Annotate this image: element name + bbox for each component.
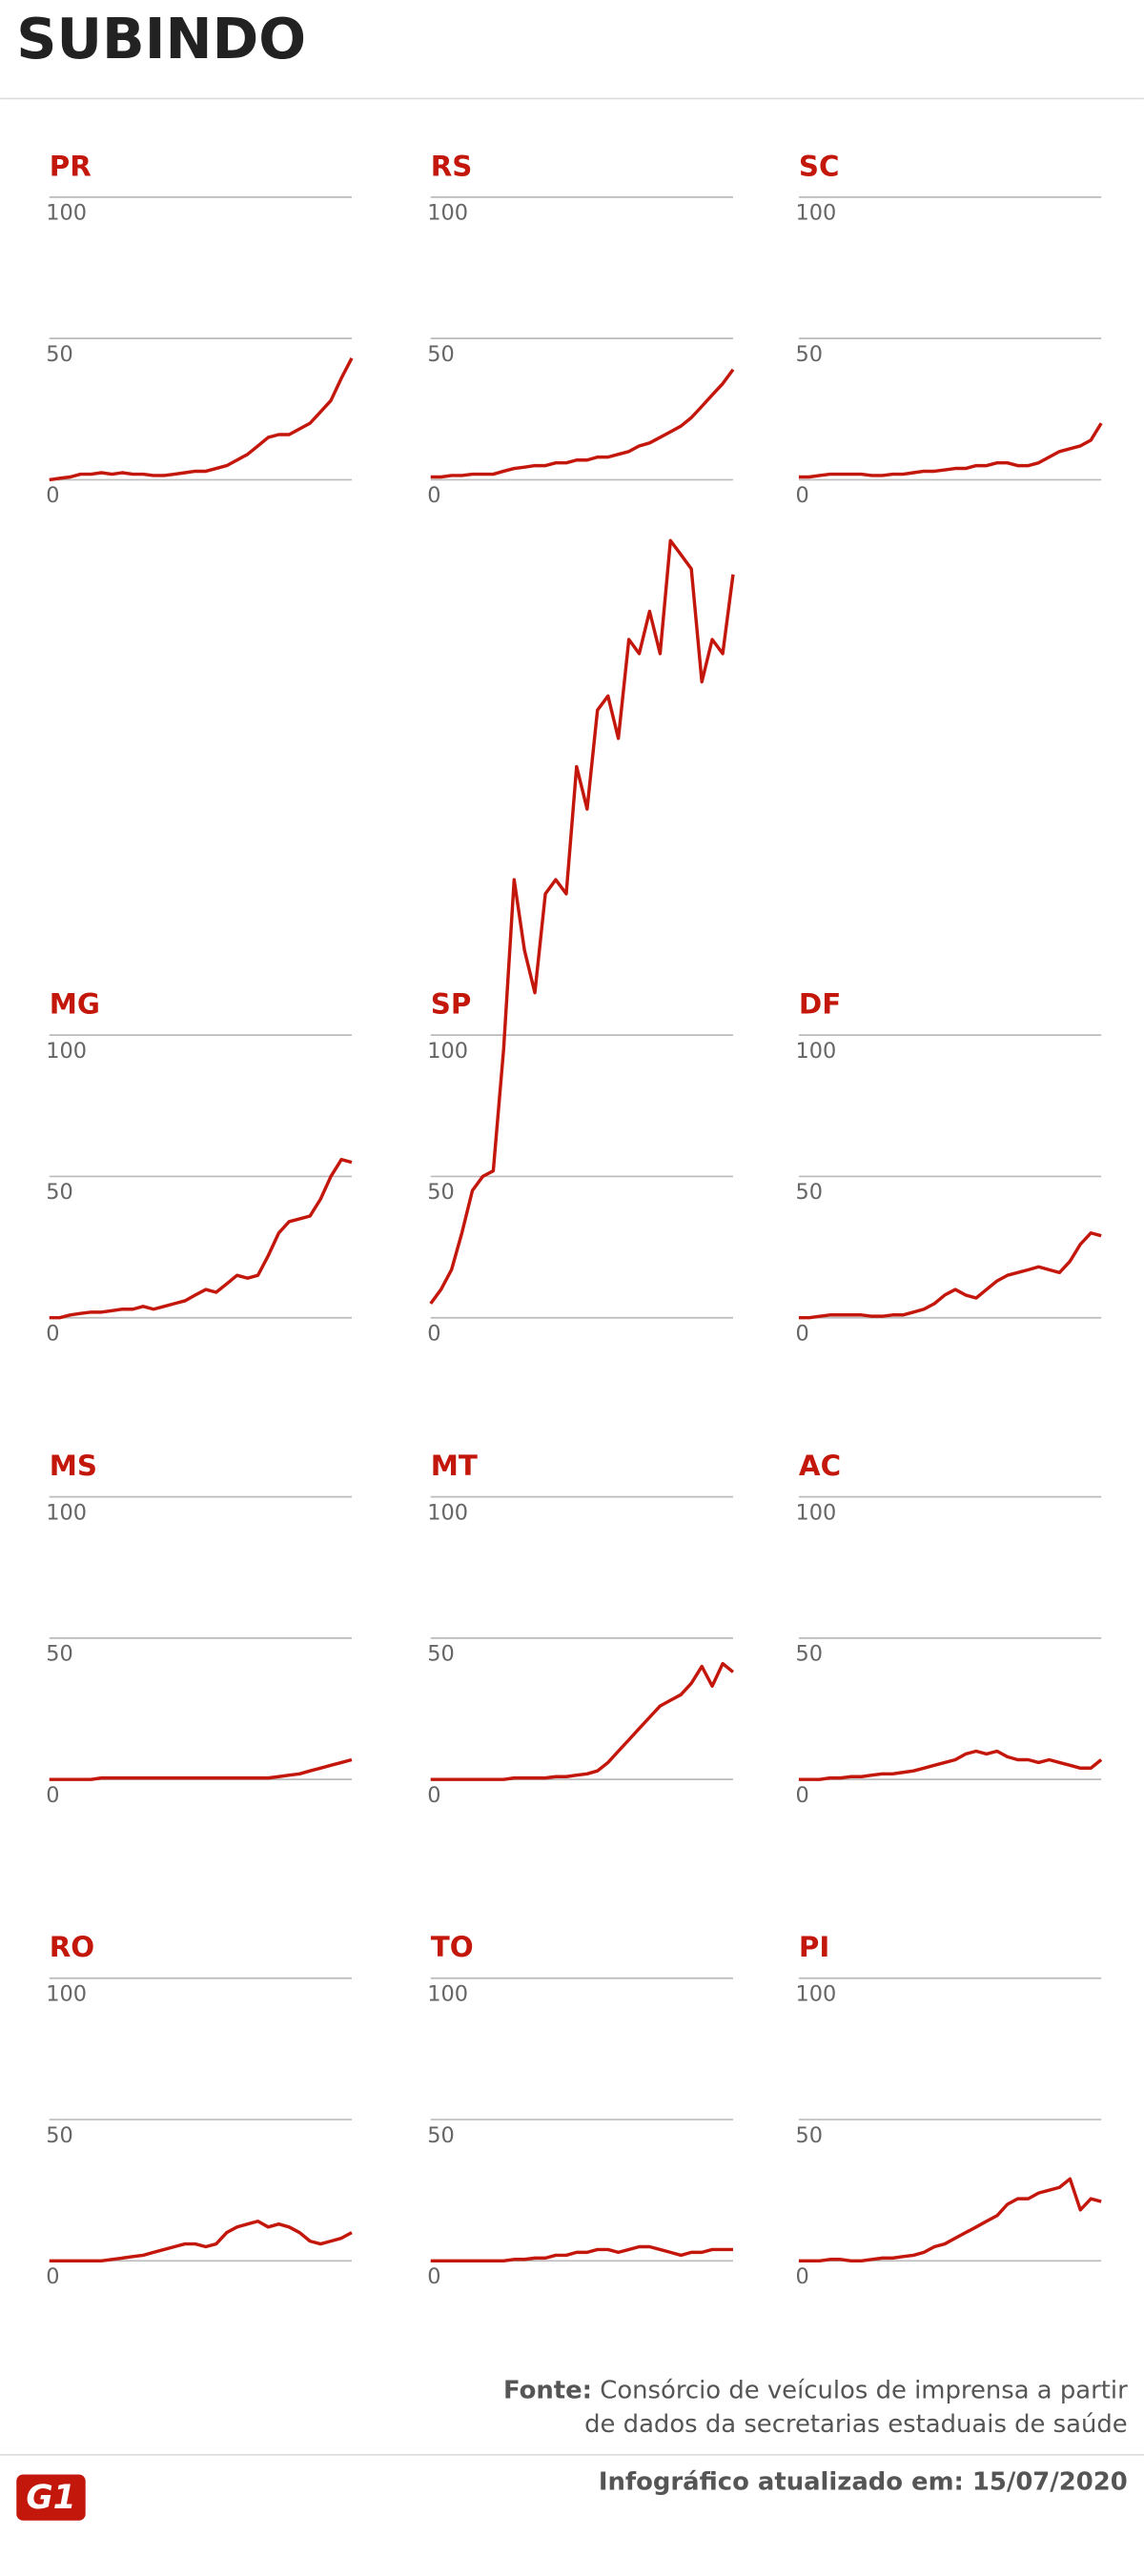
y-tick-label: 0	[46, 483, 59, 508]
y-tick-label: 0	[46, 1783, 59, 1808]
y-tick-label: 100	[427, 1500, 468, 1525]
y-tick-label: 100	[427, 201, 468, 226]
y-tick-label: 50	[795, 1180, 823, 1205]
panel-title: TO	[431, 1931, 474, 1963]
series-line	[798, 1749, 1103, 1781]
panel-title: RS	[431, 150, 473, 182]
y-tick-label: 0	[795, 1783, 808, 1808]
y-tick-label: 100	[46, 1039, 87, 1064]
y-tick-label: 100	[427, 1982, 468, 2007]
y-tick-label: 100	[46, 201, 87, 226]
y-tick-label: 100	[46, 1982, 87, 2007]
y-tick-label: 0	[427, 1783, 440, 1808]
y-tick-label: 0	[46, 2264, 59, 2289]
source-label: Fonte:	[503, 2376, 592, 2404]
y-tick-label: 50	[46, 342, 73, 367]
y-tick-label: 0	[795, 2264, 808, 2289]
panel-title: SC	[799, 150, 840, 182]
y-tick-label: 50	[795, 2123, 823, 2148]
series-line	[49, 1157, 353, 1320]
panel-title: PR	[50, 150, 92, 182]
y-tick-label: 100	[427, 1039, 468, 1064]
y-tick-label: 50	[795, 1642, 823, 1667]
y-tick-label: 0	[795, 483, 808, 508]
y-tick-label: 0	[427, 483, 440, 508]
panel-title: AC	[799, 1450, 841, 1482]
panel-title: DF	[799, 988, 841, 1021]
series-line	[49, 357, 354, 482]
y-tick-label: 50	[427, 1642, 455, 1667]
source-text: Consórcio de veículos de imprensa a part…	[600, 2376, 1128, 2404]
logo-box	[16, 2474, 86, 2521]
y-tick-label: 100	[795, 1500, 836, 1525]
panel-title: MG	[50, 988, 100, 1021]
panel-title: RO	[50, 1931, 94, 1963]
series-line	[798, 1231, 1102, 1320]
header-title: SUBINDO	[16, 7, 306, 71]
series-line	[430, 368, 735, 479]
y-tick-label: 100	[795, 1039, 836, 1064]
y-tick-label: 50	[46, 2123, 73, 2148]
y-tick-label: 100	[795, 201, 836, 226]
panel-title: MT	[431, 1450, 478, 1482]
y-tick-label: 50	[427, 2123, 455, 2148]
y-tick-label: 100	[46, 1500, 87, 1525]
y-tick-label: 50	[427, 1180, 455, 1205]
y-tick-label: 50	[427, 342, 455, 367]
y-tick-label: 0	[427, 1321, 440, 1346]
panel-title: MS	[50, 1450, 97, 1482]
series-line	[49, 1757, 353, 1781]
y-tick-label: 50	[46, 1642, 73, 1667]
source-line1: Fonte: Consórcio de veículos de imprensa…	[503, 2376, 1128, 2404]
panel-title: PI	[799, 1931, 829, 1963]
y-tick-label: 0	[427, 2264, 440, 2289]
series-line	[798, 422, 1103, 479]
logo: G1	[26, 2479, 75, 2517]
panel-title: SP	[431, 988, 472, 1021]
series-line	[429, 538, 735, 1305]
series-line	[430, 1661, 735, 1781]
y-tick-label: 50	[46, 1180, 73, 1205]
series-line	[430, 2244, 733, 2263]
source-line2: de dados da secretarias estaduais de saú…	[584, 2410, 1128, 2439]
series-line	[49, 2220, 353, 2263]
y-tick-label: 0	[46, 1321, 59, 1346]
y-tick-label: 100	[795, 1982, 836, 2007]
series-line	[798, 2177, 1102, 2263]
y-tick-label: 50	[795, 342, 823, 367]
updated: Infográfico atualizado em: 15/07/2020	[599, 2468, 1128, 2497]
y-tick-label: 0	[795, 1321, 808, 1346]
